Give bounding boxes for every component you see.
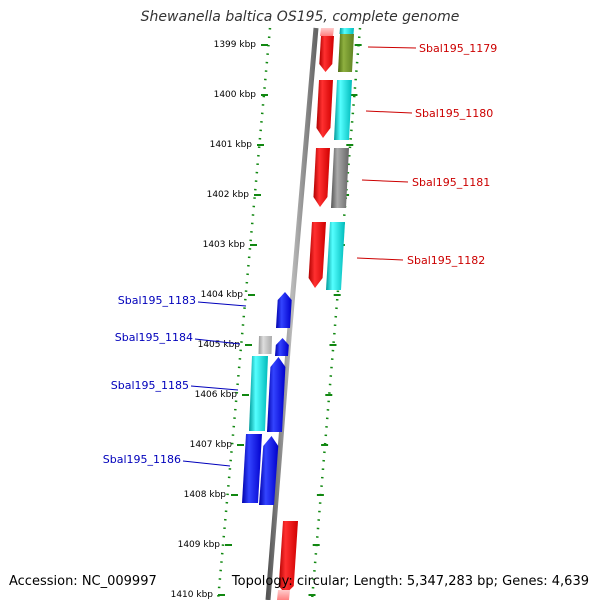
genome-title: Shewanella baltica OS195, complete genom… — [140, 9, 460, 25]
gene-domain[interactable] — [326, 222, 345, 290]
gene-label-forward[interactable]: Sbal195_1180 — [415, 107, 493, 120]
gene-arrow-forward[interactable] — [278, 521, 298, 594]
gene-label-reverse[interactable]: Sbal195_1185 — [111, 379, 189, 392]
outer-track-left — [216, 27, 272, 600]
gene-domain[interactable] — [331, 148, 349, 208]
scale-tick-label: 1407 kbp — [190, 440, 233, 450]
gene-arrow-reverse[interactable] — [259, 436, 279, 505]
gene-features — [242, 28, 354, 600]
gene-domain[interactable] — [249, 356, 268, 431]
gene-label-forward[interactable]: Sbal195_1179 — [419, 42, 497, 55]
gene-label-forward[interactable]: Sbal195_1182 — [407, 254, 485, 267]
gene-label-leader — [356, 257, 404, 261]
gene-domain[interactable] — [258, 336, 273, 354]
gene-label-leader — [182, 460, 231, 467]
gene-label-forward[interactable]: Sbal195_1181 — [412, 176, 490, 189]
scale-tick-label: 1409 kbp — [178, 540, 221, 550]
gene-arrow-reverse[interactable] — [276, 292, 292, 328]
scale-ticks: 1399 kbp 1400 kbp 1401 kbp 1402 kbp 1403 kbp… — [171, 40, 362, 600]
gene-domain[interactable] — [334, 80, 352, 140]
gene-label-reverse[interactable]: Sbal195_1183 — [118, 294, 196, 307]
gene-label-leader — [194, 338, 241, 345]
gene-arrow-reverse[interactable] — [275, 338, 289, 356]
gene-label-leader — [365, 110, 413, 114]
genome-backbone — [265, 27, 319, 600]
gene-feature-partial[interactable] — [277, 590, 290, 600]
gene-domain[interactable] — [338, 34, 354, 72]
gene-label-leader — [190, 385, 239, 391]
gene-arrow-reverse[interactable] — [267, 357, 286, 432]
scale-tick-label: 1406 kbp — [195, 390, 238, 400]
scale-tick-label: 1399 kbp — [214, 40, 257, 50]
scale-tick-label: 1404 kbp — [201, 290, 244, 300]
scale-tick-label: 1410 kbp — [171, 590, 214, 600]
gene-label-reverse[interactable]: Sbal195_1186 — [103, 453, 181, 466]
gene-labels: Sbal195_1179 Sbal195_1180 Sbal195_1181 Sbal… — [103, 42, 497, 467]
gene-arrow-forward[interactable] — [319, 36, 334, 72]
gene-label-leader — [361, 179, 409, 183]
genome-summary-text: Topology: circular; Length: 5,347,283 bp… — [231, 574, 589, 589]
gene-arrow-forward[interactable] — [308, 222, 326, 288]
gene-arrow-forward[interactable] — [313, 148, 330, 207]
gene-label-leader — [367, 46, 417, 49]
scale-tick-label: 1405 kbp — [198, 340, 241, 350]
accession-text: Accession: NC_009997 — [9, 574, 157, 589]
scale-tick-label: 1403 kbp — [203, 240, 246, 250]
gene-domain[interactable] — [339, 28, 355, 34]
scale-tick-label: 1408 kbp — [184, 490, 227, 500]
scale-tick-label: 1402 kbp — [207, 190, 250, 200]
scale-tick-label: 1400 kbp — [214, 90, 257, 100]
gene-label-leader — [197, 301, 247, 307]
gene-domain[interactable] — [242, 434, 262, 503]
gene-feature-partial[interactable] — [320, 28, 334, 36]
gene-arrow-forward[interactable] — [316, 80, 333, 138]
scale-tick-label: 1401 kbp — [210, 140, 253, 150]
gene-label-reverse[interactable]: Sbal195_1184 — [115, 331, 193, 344]
